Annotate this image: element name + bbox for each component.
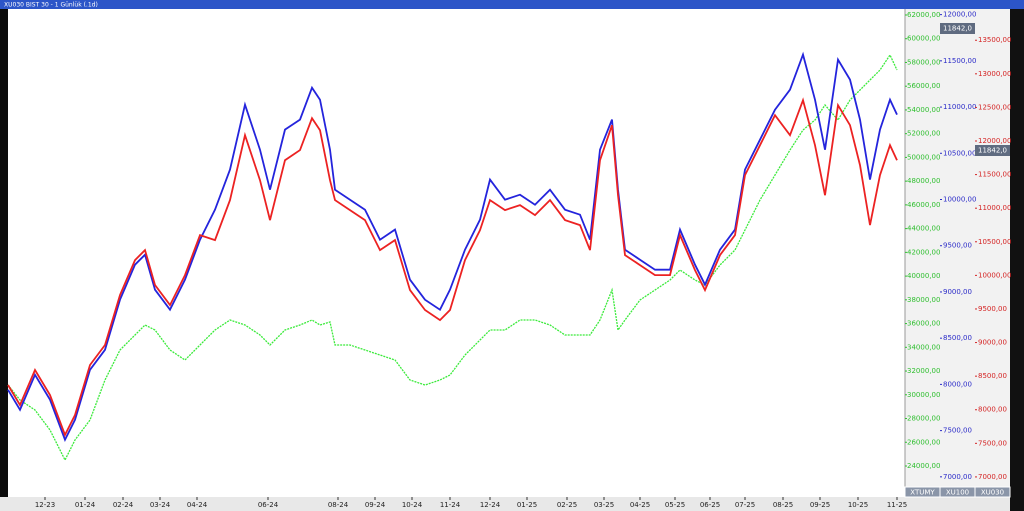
y-tick-label: 58000,00 [907,58,940,66]
y-tick-label: 50000,00 [907,153,940,161]
y-tick-label: 7000,00 [943,473,972,481]
y-tick-label: 12000,00 [978,137,1011,145]
x-tick-label: 06-24 [258,501,279,509]
y-tick-label: 8500,00 [978,372,1007,380]
x-tick-label: 11-24 [440,501,461,509]
y-tick-label: 40000,00 [907,272,940,280]
y-tick-label: 44000,00 [907,225,940,233]
y-tick-label: 8000,00 [943,380,972,388]
window-title: XU030 BIST 30 - 1 Günlük (.1d) [4,2,98,9]
x-tick-label: 01-25 [517,501,537,509]
x-tick-label: 10-24 [402,501,423,509]
left-strip [0,0,8,511]
y-tick-label: 9500,00 [943,242,972,250]
y-tick-label: 24000,00 [907,462,940,470]
y-tick-label: 10500,00 [978,238,1011,246]
y-tick-label: 34000,00 [907,343,940,351]
y-tick-label: 26000,00 [907,438,940,446]
y-tick-label: 36000,00 [907,320,940,328]
x-tick-label: 09-25 [810,501,830,509]
y-tick-label: 54000,00 [907,106,940,114]
x-tick-label: 04-25 [630,501,650,509]
x-tick-label: 05-25 [665,501,685,509]
axis-name: XTUMY [910,489,935,497]
axis-name: XU030 [981,489,1004,497]
right-strip [1010,9,1024,511]
y-tick-label: 60000,00 [907,35,940,43]
y-tick-label: 13500,00 [978,36,1011,44]
x-tick-label: 02-25 [557,501,577,509]
price-badge-label: 11842,0 [943,25,972,33]
x-tick-label: 09-24 [365,501,386,509]
series-line [7,53,898,462]
y-tick-label: 7500,00 [943,427,972,435]
x-tick-label: 01-24 [75,501,96,509]
y-tick-label: 7500,00 [978,439,1007,447]
y-tick-label: 9000,00 [978,339,1007,347]
y-tick-label: 9000,00 [943,288,972,296]
y-tick-label: 52000,00 [907,130,940,138]
x-tick-label: 06-25 [700,501,720,509]
y-tick-label: 7000,00 [978,473,1007,481]
y-tick-label: 32000,00 [907,367,940,375]
x-tick-label: 10-25 [848,501,868,509]
x-tick-label: 02-24 [113,501,134,509]
x-tick-label: 03-25 [594,501,614,509]
series-line [7,51,898,443]
x-tick-label: 03-24 [150,501,171,509]
x-axis-panel [0,497,1010,511]
axis-name: XU100 [946,489,969,497]
x-tick-label: 08-25 [773,501,793,509]
series-line [7,97,898,438]
y-tick-label: 11000,00 [943,103,976,111]
y-tick-label: 10500,00 [943,149,976,157]
x-tick-label: 11-25 [887,501,907,509]
y-tick-label: 11500,00 [943,57,976,65]
y-tick-label: 11500,00 [978,171,1011,179]
y-tick-label: 48000,00 [907,177,940,185]
x-tick-label: 07-25 [735,501,755,509]
y-tick-label: 11000,00 [978,204,1011,212]
price-badge [940,23,975,34]
y-tick-label: 46000,00 [907,201,940,209]
y-tick-label: 42000,00 [907,248,940,256]
y-tick-label: 10000,00 [943,196,976,204]
y-tick-label: 56000,00 [907,82,940,90]
price-badge-label: 11842,0 [978,147,1007,155]
x-tick-label: 12-23 [35,501,55,509]
x-tick-label: 12-24 [480,501,501,509]
axis-panel [905,9,1010,487]
x-tick-label: 04-24 [187,501,208,509]
axis-name-box [974,486,1011,498]
y-tick-label: 13000,00 [978,70,1011,78]
x-tick-label: 08-24 [328,501,349,509]
y-tick-label: 12500,00 [978,103,1011,111]
title-bar [0,0,1024,9]
price-badge [975,145,1010,156]
y-tick-label: 8000,00 [978,406,1007,414]
y-tick-label: 12000,00 [943,11,976,19]
y-tick-label: 38000,00 [907,296,940,304]
y-tick-label: 10000,00 [978,271,1011,279]
y-tick-label: 8500,00 [943,334,972,342]
y-tick-label: 9500,00 [978,305,1007,313]
y-tick-label: 62000,00 [907,11,940,19]
y-tick-label: 28000,00 [907,415,940,423]
y-tick-label: 30000,00 [907,391,940,399]
